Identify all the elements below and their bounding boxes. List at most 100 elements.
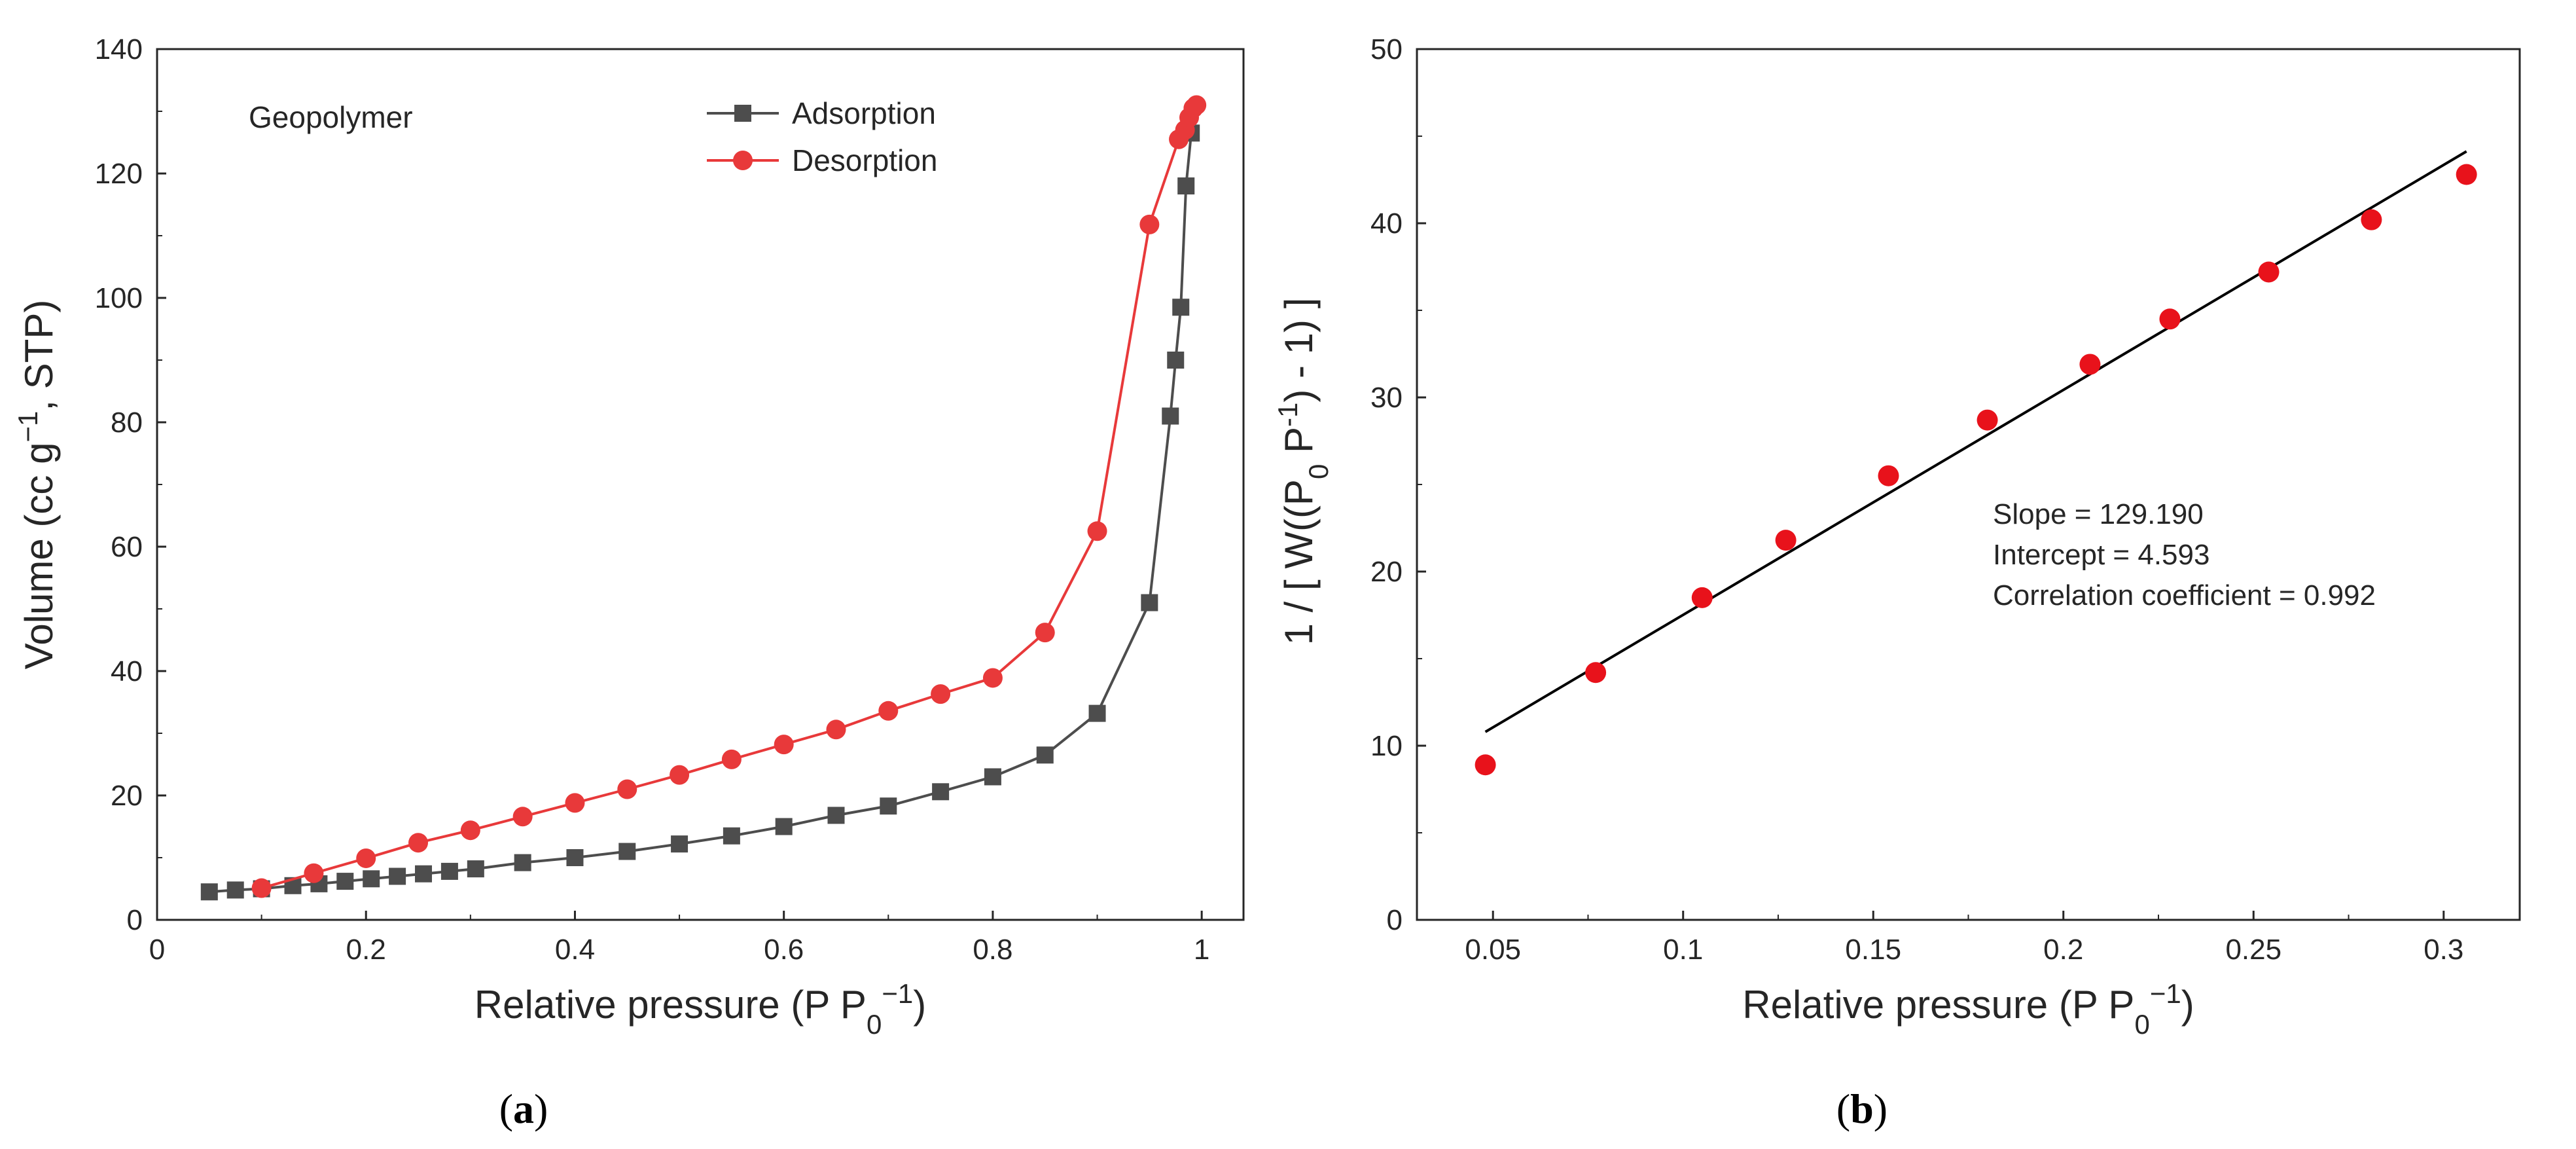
data-point <box>1775 530 1797 551</box>
adsorption-point <box>1172 299 1190 316</box>
adsorption-point <box>1036 746 1054 764</box>
y-tick-label: 80 <box>111 407 143 439</box>
x-tick-label: 0.2 <box>2043 934 2083 966</box>
desorption-point <box>721 749 742 769</box>
y-axis-label: Volume (cc g−1, STP) <box>12 300 62 670</box>
desorption-point <box>617 779 637 799</box>
adsorption-point <box>932 783 950 801</box>
x-tick-label: 0.8 <box>973 934 1012 966</box>
legend-label: Adsorption <box>792 96 936 130</box>
y-tick-label: 10 <box>1370 730 1403 762</box>
y-tick-label: 0 <box>127 904 143 936</box>
desorption-point <box>878 701 899 721</box>
x-tick-label: 0.4 <box>555 934 595 966</box>
y-axis-label: 1 / [ W((P0 P-1) - 1) ] <box>1272 298 1334 646</box>
adsorption-point <box>514 854 531 871</box>
data-point <box>2258 261 2280 283</box>
desorption-point <box>460 820 480 841</box>
adsorption-point <box>415 865 433 883</box>
y-tick-label: 100 <box>95 282 143 314</box>
desorption-point <box>982 668 1003 688</box>
desorption-point <box>1087 521 1107 541</box>
desorption-point <box>512 807 533 827</box>
y-tick-label: 30 <box>1370 382 1403 414</box>
adsorption-point <box>984 768 1001 786</box>
adsorption-point <box>880 797 897 815</box>
desorption-point <box>774 735 794 755</box>
panel-label: (a) <box>499 1085 548 1132</box>
fit-annotation: Slope = 129.190 <box>1993 498 2204 530</box>
adsorption-point <box>200 883 218 901</box>
data-point <box>1475 754 1496 776</box>
data-point <box>1977 409 1998 431</box>
fit-annotation: Intercept = 4.593 <box>1993 539 2209 571</box>
panel-label: (b) <box>1836 1085 1887 1132</box>
desorption-point <box>826 720 846 740</box>
adsorption-point <box>775 818 793 835</box>
data-point <box>2079 354 2101 375</box>
data-point <box>2159 308 2181 330</box>
adsorption-point <box>1141 594 1158 611</box>
adsorption-point <box>440 862 458 880</box>
series-line-adsorption <box>209 133 1193 894</box>
x-tick-label: 0.2 <box>346 934 386 966</box>
y-tick-label: 20 <box>111 780 143 812</box>
adsorption-point <box>336 873 354 890</box>
y-tick-label: 40 <box>111 655 143 687</box>
adsorption-point <box>1088 704 1106 722</box>
x-tick-label: 0.1 <box>1663 934 1703 966</box>
adsorption-point <box>723 827 740 845</box>
x-tick-label: 0.6 <box>764 934 804 966</box>
desorption-point <box>408 833 429 853</box>
x-tick-label: 0.25 <box>2225 934 2281 966</box>
y-tick-label: 60 <box>111 531 143 563</box>
y-tick-label: 40 <box>1370 208 1403 240</box>
data-point <box>1878 465 1899 486</box>
adsorption-point <box>827 807 845 824</box>
sample-annotation: Geopolymer <box>249 100 413 134</box>
adsorption-point <box>671 835 689 853</box>
y-tick-label: 20 <box>1370 556 1403 588</box>
legend-marker <box>733 151 753 170</box>
adsorption-point <box>1177 177 1195 194</box>
data-point <box>1585 662 1607 684</box>
plot-frame <box>1416 48 2521 921</box>
chart-a: 0 0.2 0.4 0.6 0.8 1 0 20 40 60 80 100 120 140 Relative… <box>12 33 1245 1132</box>
desorption-point <box>565 793 585 813</box>
data-point <box>1691 587 1713 608</box>
x-tick-label: 0.15 <box>1845 934 1901 966</box>
desorption-point <box>1035 623 1055 643</box>
series-line-desorption <box>261 104 1198 890</box>
desorption-point <box>251 878 272 898</box>
desorption-point <box>304 863 324 883</box>
adsorption-point <box>618 843 636 860</box>
adsorption-point <box>566 849 584 866</box>
fit-line <box>1484 150 2467 733</box>
adsorption-point <box>467 860 484 878</box>
chart-b: 0.05 0.1 0.15 0.2 0.25 0.3 0 10 20 30 40 50 Relative… <box>1272 33 2521 1132</box>
y-tick-label: 50 <box>1370 33 1403 65</box>
fit-annotation: Correlation coefficient = 0.992 <box>1993 579 2376 611</box>
legend-label: Desorption <box>792 143 937 177</box>
plot-frame <box>156 48 1245 921</box>
desorption-point <box>931 684 951 704</box>
x-tick-label: 0.3 <box>2424 934 2463 966</box>
desorption-point <box>1139 214 1160 234</box>
data-point <box>2361 209 2382 230</box>
adsorption-point <box>226 881 244 899</box>
y-tick-label: 140 <box>95 33 143 65</box>
adsorption-point <box>1167 352 1185 369</box>
y-tick-label: 0 <box>1387 904 1403 936</box>
x-axis-label: Relative pressure (P P0−1) <box>1742 978 2194 1040</box>
desorption-point <box>670 765 690 785</box>
y-tick-label: 120 <box>95 158 143 190</box>
x-tick-label: 0 <box>149 934 165 966</box>
adsorption-point <box>1162 407 1179 425</box>
x-axis-label: Relative pressure (P P0−1) <box>474 978 926 1040</box>
desorption-point <box>1187 95 1207 115</box>
x-tick-label: 0.05 <box>1465 934 1521 966</box>
x-tick-label: 1 <box>1194 934 1209 966</box>
adsorption-point <box>363 870 380 888</box>
data-point <box>2456 164 2477 185</box>
